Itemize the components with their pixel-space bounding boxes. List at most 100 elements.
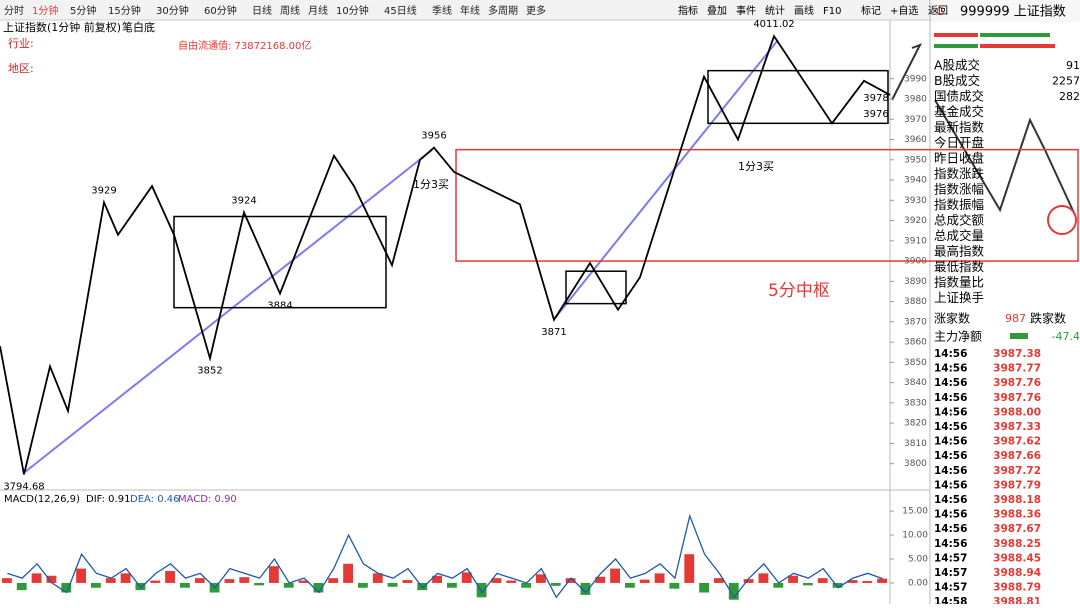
y-tick-label: 3850: [904, 358, 927, 368]
tab[interactable]: 5分钟: [70, 4, 96, 17]
pivot-label: 3929: [91, 185, 116, 196]
tab[interactable]: 周线: [280, 4, 300, 17]
quote-label: 指数量比: [934, 275, 984, 290]
flow-label: 主力净额: [934, 330, 982, 344]
tab[interactable]: 15分钟: [108, 4, 141, 17]
tool[interactable]: 指标: [678, 4, 698, 17]
macd-bar: [639, 579, 650, 583]
macd-bar: [269, 566, 279, 583]
tab[interactable]: 60分钟: [204, 4, 237, 17]
drawn-arrow: [891, 43, 923, 101]
macd-bar: [2, 578, 12, 583]
pivot-label: 3978: [863, 93, 888, 104]
tool[interactable]: +自选: [890, 4, 918, 17]
macd-bar: [684, 554, 695, 583]
macd-bar: [773, 582, 784, 588]
macd-bar: [447, 582, 457, 588]
tool[interactable]: 画线: [794, 4, 814, 17]
y-tick-label: 15.00: [902, 507, 928, 517]
macd-bar: [565, 578, 576, 583]
tool[interactable]: 标记: [861, 5, 881, 17]
trade-price: 3988.45: [993, 552, 1041, 564]
quote-label: A股成交: [934, 58, 980, 73]
macd-bar: [832, 582, 843, 588]
trade-time: 14:56: [934, 377, 967, 389]
macd-bar: [788, 575, 798, 583]
y-tick-label: 3930: [904, 196, 927, 206]
trade-time: 14:56: [934, 494, 967, 506]
pivot-label: 4011.02: [753, 19, 794, 30]
tool[interactable]: F10: [823, 6, 841, 17]
tab[interactable]: 45日线: [384, 4, 417, 17]
macd-bar: [580, 582, 591, 595]
macd-bar: [31, 573, 42, 583]
tab[interactable]: 10分钟: [336, 4, 369, 17]
y-tick-label: 3830: [904, 398, 927, 408]
tab[interactable]: 30分钟: [156, 4, 189, 17]
macd-bar: [328, 578, 339, 583]
macd-value: MACD: 0.90: [178, 494, 237, 505]
dif-line: [7, 513, 883, 599]
trade-price: 3988.25: [993, 538, 1041, 550]
trade-time: 14:56: [934, 509, 967, 521]
y-tick-label: 10.00: [902, 531, 928, 541]
trade-time: 14:56: [934, 363, 967, 375]
tab[interactable]: 年线: [460, 4, 480, 17]
note: 1分3买: [413, 178, 449, 191]
trade-price: 3987.77: [993, 363, 1041, 375]
macd-bar: [283, 582, 294, 588]
macd-bar: [91, 582, 101, 588]
y-tick-label: 3990: [904, 74, 927, 84]
trade-time: 14:56: [934, 523, 967, 535]
macd-bar: [595, 576, 606, 583]
industry: 行业:: [8, 37, 34, 50]
macd-bar: [387, 582, 398, 587]
macd-bar: [610, 568, 620, 583]
trade-time: 14:56: [934, 465, 967, 477]
tool[interactable]: 事件: [736, 4, 756, 17]
tool[interactable]: 叠加: [707, 5, 727, 17]
trend-line: [554, 39, 779, 319]
trade-time: 14:57: [934, 567, 967, 579]
tool[interactable]: 统计: [765, 4, 785, 17]
macd-bar: [521, 582, 531, 588]
y-tick-label: 3820: [904, 419, 927, 429]
trade-price: 3988.79: [993, 582, 1041, 594]
tab[interactable]: 分时: [4, 5, 24, 17]
quote-label: 指数涨跌: [934, 166, 985, 181]
down-label: 跌家数: [1030, 311, 1066, 326]
panel-title: 999999 上证指数: [960, 5, 1066, 20]
macd-bar: [254, 582, 264, 586]
pivot-box: [707, 69, 889, 125]
macd-bar: [46, 575, 57, 583]
tool[interactable]: 返回: [928, 5, 948, 17]
macd-bar: [61, 582, 72, 593]
y-tick-label: 0.00: [908, 578, 928, 588]
y-tick-label: 3800: [904, 459, 927, 469]
trade-price: 3988.81: [993, 596, 1041, 604]
tab[interactable]: 1分钟: [32, 4, 58, 17]
drawn-arrow: [934, 99, 1076, 216]
quote-label: 国债成交: [934, 89, 984, 104]
trade-price: 3988.00: [993, 406, 1041, 418]
macd-bar: [239, 577, 250, 583]
macd-bar: [536, 574, 546, 583]
macd-bar: [16, 582, 27, 591]
y-tick-label: 5.00: [908, 555, 928, 565]
macd-bar: [506, 580, 517, 583]
macd-label: MACD(12,26,9): [4, 494, 80, 505]
panel-header: [932, 0, 1080, 22]
tab[interactable]: 多周期: [488, 4, 518, 17]
y-tick-label: 3950: [904, 155, 927, 165]
trade-time: 14:56: [934, 479, 967, 491]
macd-bar: [194, 578, 205, 583]
up-count: 987: [1005, 312, 1026, 325]
quote-label: 指数振幅: [934, 197, 984, 212]
trade-price: 3988.94: [993, 567, 1041, 579]
macd-bar: [372, 573, 383, 583]
tab[interactable]: 更多: [526, 4, 546, 17]
tab[interactable]: 季线: [432, 4, 452, 17]
macd-bar: [877, 578, 887, 583]
tab[interactable]: 月线: [308, 4, 328, 17]
tab[interactable]: 日线: [252, 4, 272, 17]
